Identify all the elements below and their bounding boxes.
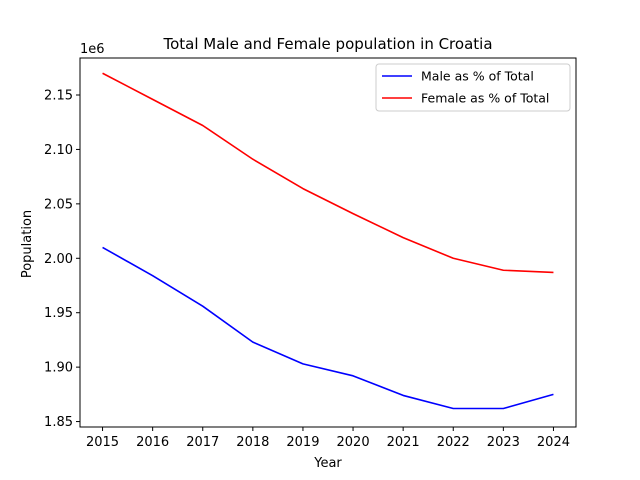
y-tick-label: 2.10 bbox=[44, 143, 73, 158]
x-tick-label: 2017 bbox=[186, 435, 219, 450]
x-tick-label: 2018 bbox=[236, 435, 269, 450]
x-tick-label: 2019 bbox=[286, 435, 319, 450]
y-tick-label: 2.15 bbox=[44, 89, 73, 104]
x-tick-label: 2016 bbox=[136, 435, 169, 450]
x-tick-label: 2022 bbox=[437, 435, 470, 450]
legend: Male as % of Total Female as % of Total bbox=[375, 63, 571, 112]
y-offset-label: 1e6 bbox=[80, 42, 105, 57]
y-axis-ticks: 1.85 1.90 1.95 2.00 2.05 2.10 2.15 bbox=[44, 89, 80, 430]
y-tick-label: 2.05 bbox=[44, 197, 73, 212]
plot-frame bbox=[79, 57, 577, 428]
y-tick-label: 2.00 bbox=[44, 252, 73, 267]
x-tick-label: 2024 bbox=[537, 435, 570, 450]
chart-title: Total Male and Female population in Croa… bbox=[162, 35, 492, 53]
x-axis-ticks: 2015 2016 2017 2018 2019 2020 2021 2022 2023 2024 bbox=[86, 427, 570, 450]
y-tick-label: 1.90 bbox=[44, 361, 73, 376]
series-lines bbox=[102, 72, 554, 410]
legend-label: Female as % of Total bbox=[421, 91, 549, 106]
y-axis-label: Population bbox=[20, 210, 35, 278]
x-tick-label: 2015 bbox=[86, 435, 119, 450]
x-tick-label: 2021 bbox=[387, 435, 420, 450]
series-line-female bbox=[102, 72, 554, 274]
legend-box bbox=[375, 63, 571, 112]
y-tick-label: 1.95 bbox=[44, 306, 73, 321]
x-tick-label: 2023 bbox=[487, 435, 520, 450]
x-axis-label: Year bbox=[313, 456, 342, 471]
x-tick-label: 2020 bbox=[337, 435, 370, 450]
y-tick-label: 1.85 bbox=[44, 415, 73, 430]
legend-label: Male as % of Total bbox=[421, 69, 534, 84]
series-line-male bbox=[102, 246, 554, 410]
